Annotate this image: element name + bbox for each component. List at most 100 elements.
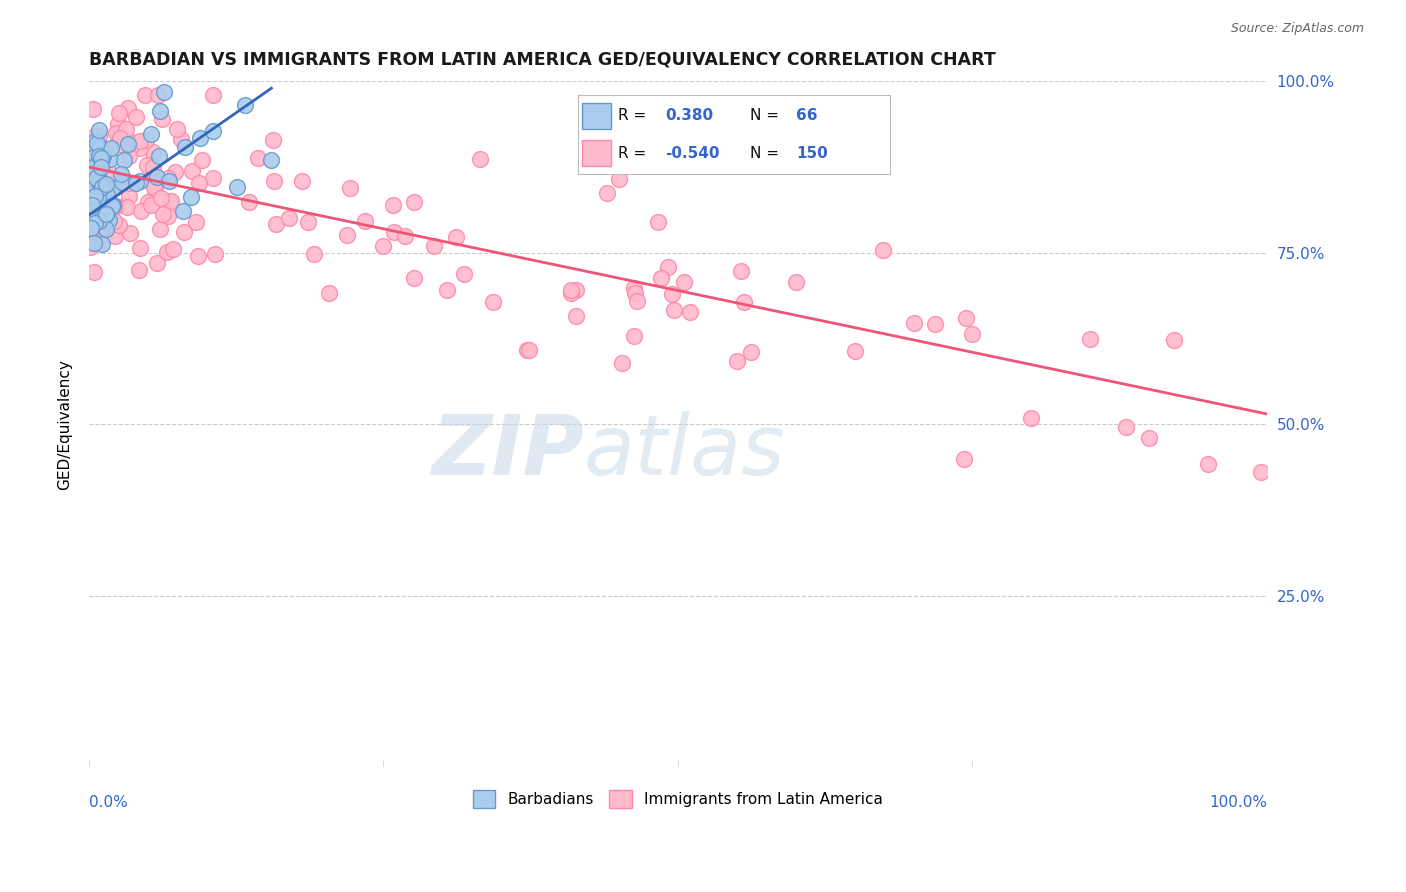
Point bbox=[90, 175, 112, 189]
Point bbox=[595, 186, 617, 200]
Point bbox=[844, 343, 866, 358]
Point bbox=[436, 283, 458, 297]
Point bbox=[903, 316, 925, 330]
Point bbox=[129, 140, 152, 154]
Point bbox=[84, 180, 107, 194]
Point bbox=[181, 164, 204, 178]
Point bbox=[80, 200, 103, 214]
Point bbox=[82, 160, 104, 174]
Point bbox=[924, 318, 946, 332]
Point bbox=[89, 226, 111, 240]
Point bbox=[128, 263, 150, 277]
Point bbox=[89, 160, 111, 174]
Point bbox=[952, 451, 974, 466]
Point bbox=[187, 249, 209, 263]
Point bbox=[339, 181, 361, 195]
Point bbox=[725, 354, 748, 368]
Point bbox=[1021, 411, 1043, 425]
Point bbox=[86, 136, 108, 150]
Point bbox=[247, 151, 270, 165]
Point bbox=[82, 189, 104, 203]
Point bbox=[94, 207, 117, 221]
Point bbox=[79, 178, 101, 193]
Point bbox=[87, 123, 110, 137]
Point bbox=[146, 170, 169, 185]
Point bbox=[453, 267, 475, 281]
Point bbox=[108, 218, 131, 232]
Point bbox=[180, 190, 202, 204]
Point bbox=[96, 207, 118, 221]
Point bbox=[152, 85, 174, 99]
Point bbox=[100, 197, 122, 211]
Point bbox=[82, 198, 104, 212]
Point bbox=[354, 214, 377, 228]
Point bbox=[89, 235, 111, 250]
Point bbox=[402, 195, 425, 210]
Point bbox=[101, 182, 124, 196]
Point bbox=[785, 275, 807, 289]
Point bbox=[84, 191, 107, 205]
Point bbox=[612, 356, 634, 370]
Point bbox=[87, 149, 110, 163]
Point bbox=[100, 182, 122, 196]
Point bbox=[87, 176, 110, 190]
Point bbox=[90, 180, 112, 194]
Point bbox=[226, 179, 249, 194]
Point bbox=[264, 217, 287, 231]
Point bbox=[86, 159, 108, 173]
Point bbox=[110, 167, 132, 181]
Point bbox=[101, 198, 124, 212]
Point bbox=[90, 151, 112, 165]
Text: atlas: atlas bbox=[583, 411, 786, 492]
Point bbox=[94, 179, 117, 194]
Point bbox=[565, 309, 588, 323]
Point bbox=[86, 150, 108, 164]
Point bbox=[650, 271, 672, 285]
Text: ZIP: ZIP bbox=[432, 411, 583, 492]
Legend: Barbadians, Immigrants from Latin America: Barbadians, Immigrants from Latin Americ… bbox=[467, 784, 890, 814]
Point bbox=[79, 240, 101, 254]
Point bbox=[84, 141, 107, 155]
Point bbox=[103, 213, 125, 227]
Point bbox=[128, 174, 150, 188]
Point bbox=[188, 130, 211, 145]
Point bbox=[623, 328, 645, 343]
Point bbox=[1250, 465, 1272, 479]
Point bbox=[146, 255, 169, 269]
Point bbox=[730, 264, 752, 278]
Point bbox=[626, 293, 648, 308]
Point bbox=[108, 130, 131, 145]
Point bbox=[84, 148, 107, 162]
Point bbox=[146, 88, 169, 103]
Point bbox=[96, 188, 118, 202]
Point bbox=[84, 129, 107, 144]
Point bbox=[260, 153, 283, 168]
Point bbox=[156, 209, 179, 223]
Point bbox=[623, 286, 645, 301]
Point bbox=[733, 294, 755, 309]
Point bbox=[82, 165, 104, 179]
Point bbox=[79, 203, 101, 218]
Point bbox=[104, 229, 127, 244]
Point bbox=[263, 174, 285, 188]
Point bbox=[152, 207, 174, 221]
Point bbox=[84, 216, 107, 230]
Point bbox=[516, 343, 538, 357]
Point bbox=[607, 172, 630, 186]
Point bbox=[117, 133, 139, 147]
Point bbox=[233, 97, 256, 112]
Point bbox=[173, 225, 195, 239]
Point bbox=[143, 179, 166, 194]
Point bbox=[679, 305, 702, 319]
Point bbox=[188, 177, 211, 191]
Point bbox=[107, 117, 129, 131]
Point bbox=[191, 153, 214, 168]
Point bbox=[173, 140, 195, 154]
Point bbox=[318, 285, 340, 300]
Point bbox=[142, 160, 165, 174]
Point bbox=[83, 134, 105, 148]
Point bbox=[142, 145, 165, 159]
Point bbox=[560, 285, 582, 300]
Point bbox=[673, 275, 696, 289]
Point bbox=[94, 177, 117, 191]
